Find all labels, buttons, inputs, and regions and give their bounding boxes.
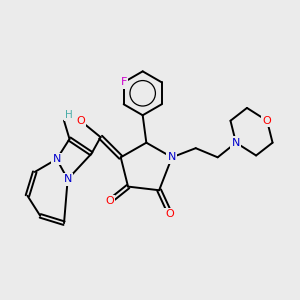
Text: O: O xyxy=(76,116,85,126)
Text: O: O xyxy=(105,196,114,206)
Text: N: N xyxy=(232,138,240,148)
Text: N: N xyxy=(52,154,61,164)
Text: O: O xyxy=(263,116,272,126)
Text: O: O xyxy=(166,209,175,219)
Text: N: N xyxy=(64,174,72,184)
Text: F: F xyxy=(121,77,127,87)
Text: N: N xyxy=(168,152,176,162)
Text: H: H xyxy=(65,110,73,120)
